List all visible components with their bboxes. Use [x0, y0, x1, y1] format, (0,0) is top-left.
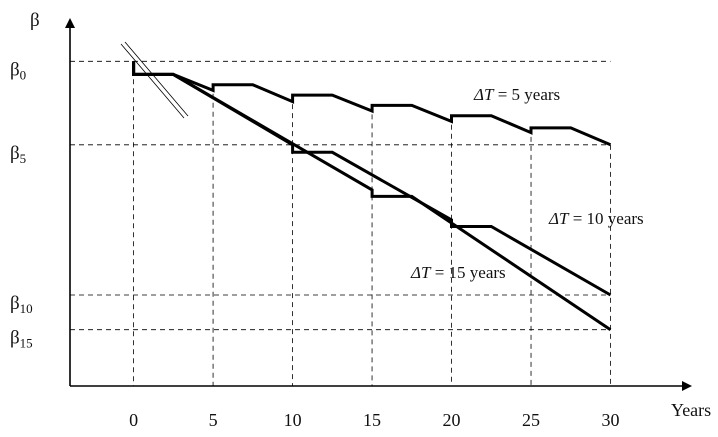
dashed-grid	[70, 60, 611, 386]
x-tick-label-5: 5	[209, 410, 218, 430]
annotation-delta-t-10: ΔT = 10 years	[548, 209, 644, 228]
x-tick-label-15: 15	[363, 410, 381, 430]
annotation-delta-t-15: ΔT = 15 years	[410, 263, 506, 282]
annotation-delta-t-5: ΔT = 5 years	[473, 85, 560, 104]
y-tick-labels: β0 β5 β10 β15	[10, 59, 33, 350]
y-tick-label-beta-0: β0	[10, 59, 26, 82]
y-tick-label-beta-5: β5	[10, 143, 26, 166]
series-curve-3	[132, 61, 612, 331]
series-curves	[132, 61, 612, 331]
x-tick-label-25: 25	[522, 410, 540, 430]
series-curve-1	[132, 61, 612, 147]
y-tick-label-beta-15: β15	[10, 328, 33, 351]
x-tick-labels: 0 5 10 15 20 25 30	[129, 410, 619, 430]
x-tick-label-30: 30	[602, 410, 620, 430]
y-tick-label-beta-10: β10	[10, 293, 33, 316]
y-axis-symbol: β	[30, 10, 40, 31]
x-tick-label-10: 10	[284, 410, 302, 430]
x-axis-label: Years	[671, 400, 711, 420]
axis-break-mark	[120, 41, 189, 119]
x-tick-label-0: 0	[129, 410, 138, 430]
x-tick-label-20: 20	[443, 410, 461, 430]
